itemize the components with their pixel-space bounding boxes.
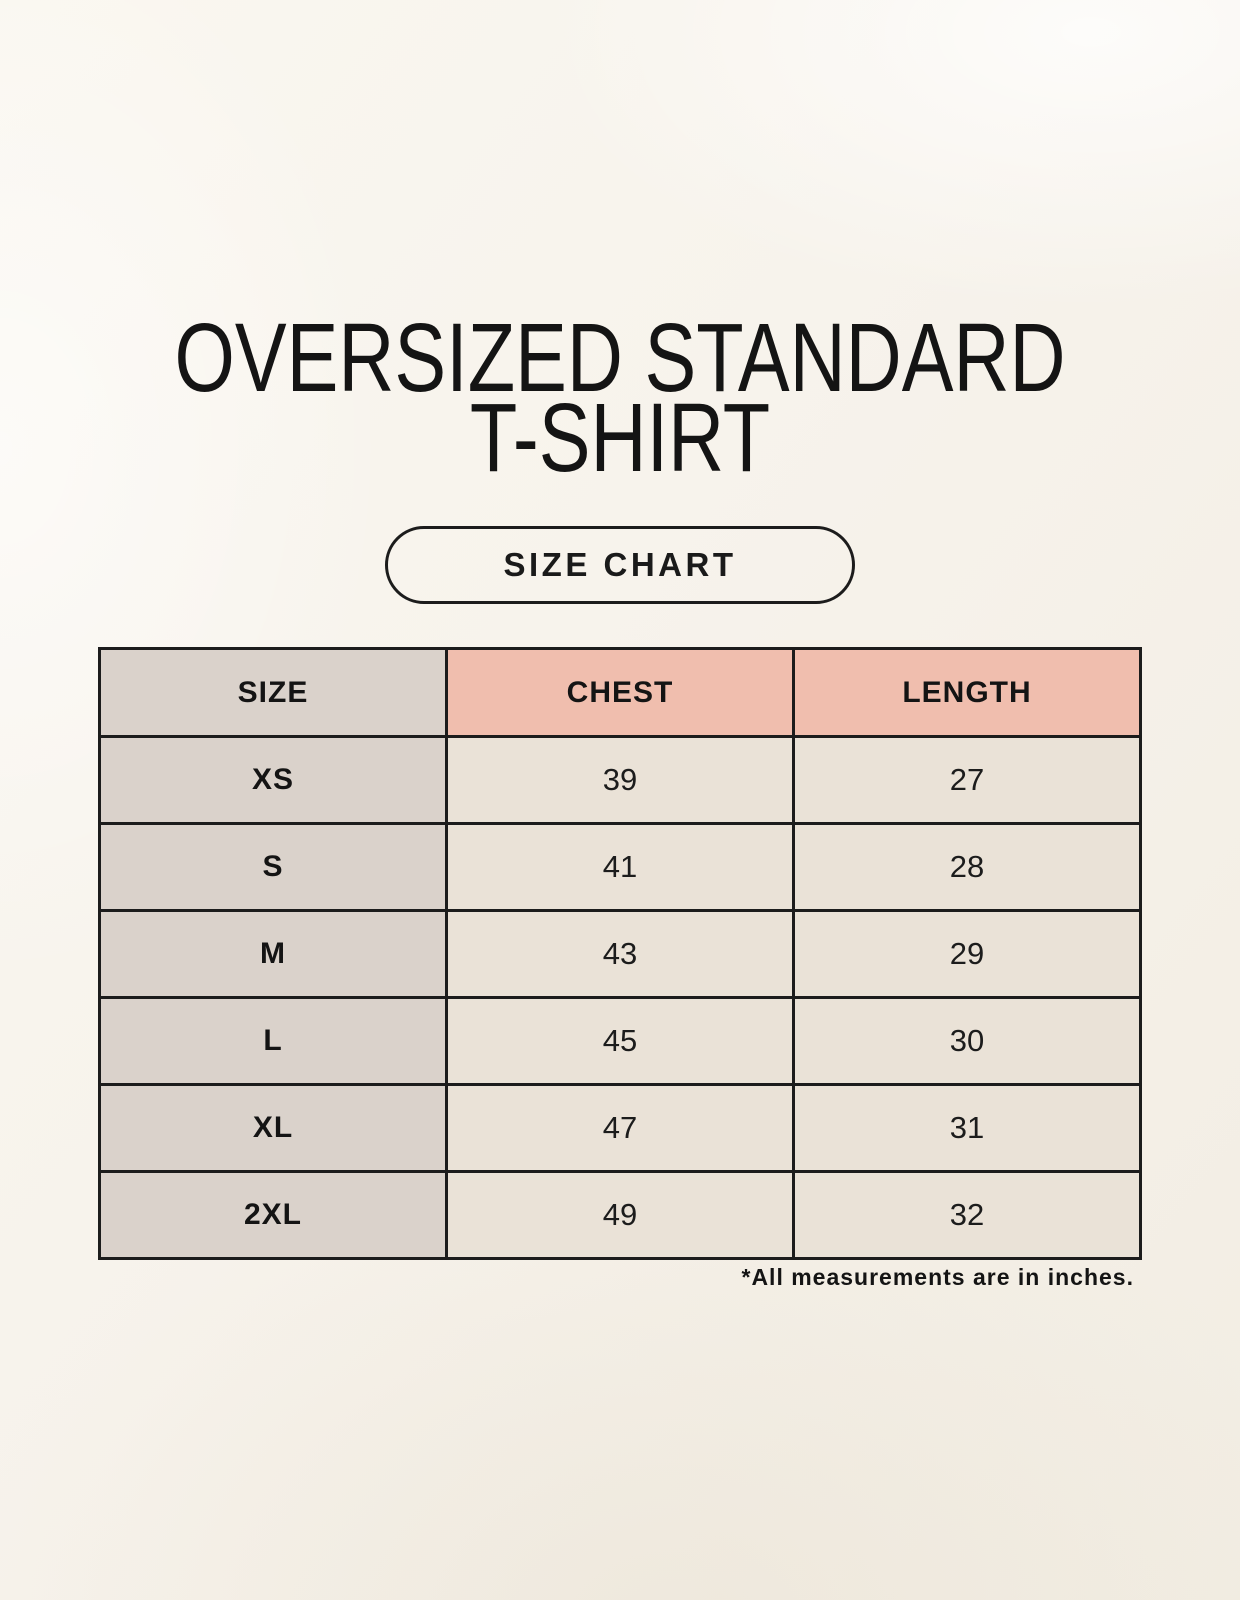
table-row: S 41 28 <box>98 822 1142 912</box>
chest-cell: 47 <box>445 1083 795 1173</box>
length-cell: 32 <box>792 1170 1142 1260</box>
size-cell: S <box>98 822 448 912</box>
size-cell: L <box>98 996 448 1086</box>
length-cell: 29 <box>792 909 1142 999</box>
page-title-line-1: OVERSIZED STANDARD <box>174 303 1066 412</box>
size-cell: XL <box>98 1083 448 1173</box>
length-cell: 30 <box>792 996 1142 1086</box>
table-header-row: SIZE CHEST LENGTH <box>98 647 1142 738</box>
page-title-line-2: T-SHIRT <box>469 383 771 492</box>
chest-cell: 39 <box>445 735 795 825</box>
table-row: 2XL 49 32 <box>98 1170 1142 1260</box>
size-chart-table: SIZE CHEST LENGTH XS 39 27 S 41 28 M 43 … <box>98 647 1142 1260</box>
table-row: XL 47 31 <box>98 1083 1142 1173</box>
column-header-length: LENGTH <box>792 647 1142 738</box>
size-chart-button[interactable]: SIZE CHART <box>385 526 855 604</box>
size-chart-button-label: SIZE CHART <box>503 546 737 583</box>
length-cell: 31 <box>792 1083 1142 1173</box>
size-cell: M <box>98 909 448 999</box>
table-row: L 45 30 <box>98 996 1142 1086</box>
page-title: OVERSIZED STANDARD T-SHIRT <box>0 303 1240 492</box>
size-cell: XS <box>98 735 448 825</box>
length-cell: 27 <box>792 735 1142 825</box>
chest-cell: 49 <box>445 1170 795 1260</box>
measurements-note: *All measurements are in inches. <box>741 1264 1134 1290</box>
chest-cell: 45 <box>445 996 795 1086</box>
table-row: M 43 29 <box>98 909 1142 999</box>
size-cell: 2XL <box>98 1170 448 1260</box>
length-cell: 28 <box>792 822 1142 912</box>
column-header-size: SIZE <box>98 647 448 738</box>
column-header-chest: CHEST <box>445 647 795 738</box>
chest-cell: 43 <box>445 909 795 999</box>
chest-cell: 41 <box>445 822 795 912</box>
table-row: XS 39 27 <box>98 735 1142 825</box>
